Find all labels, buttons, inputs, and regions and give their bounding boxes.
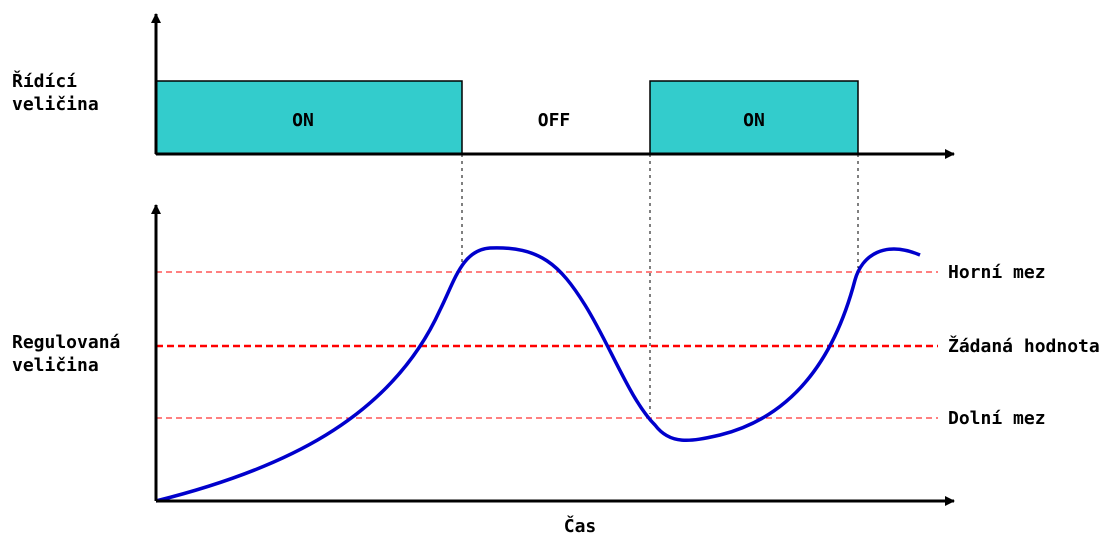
bottom-axis-label-line1: Regulovaná	[12, 332, 120, 353]
controlled-variable-curve	[155, 246, 921, 503]
top-axis-label-line2: veličina	[12, 94, 99, 115]
state-label-2: OFF	[538, 110, 571, 131]
state-label-1: ON	[292, 110, 314, 131]
top-axis-label-line1: Řídící	[12, 70, 77, 92]
on-block-1	[155, 80, 463, 155]
bottom-axis-label-line2: veličina	[12, 355, 99, 376]
lower-limit-label: Dolní mez	[948, 408, 1046, 429]
state-label-3: ON	[743, 110, 765, 131]
time-axis-label: Čas	[564, 515, 597, 537]
setpoint-label: Žádaná hodnota	[948, 335, 1100, 357]
on-block-2	[649, 80, 859, 155]
upper-limit-label: Horní mez	[948, 262, 1046, 283]
